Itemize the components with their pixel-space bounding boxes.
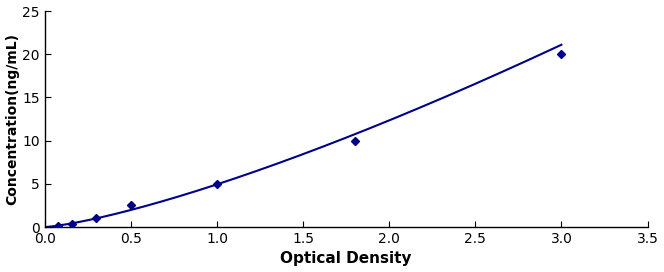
X-axis label: Optical Density: Optical Density [280,251,412,267]
Y-axis label: Concentration(ng/mL): Concentration(ng/mL) [5,33,19,205]
